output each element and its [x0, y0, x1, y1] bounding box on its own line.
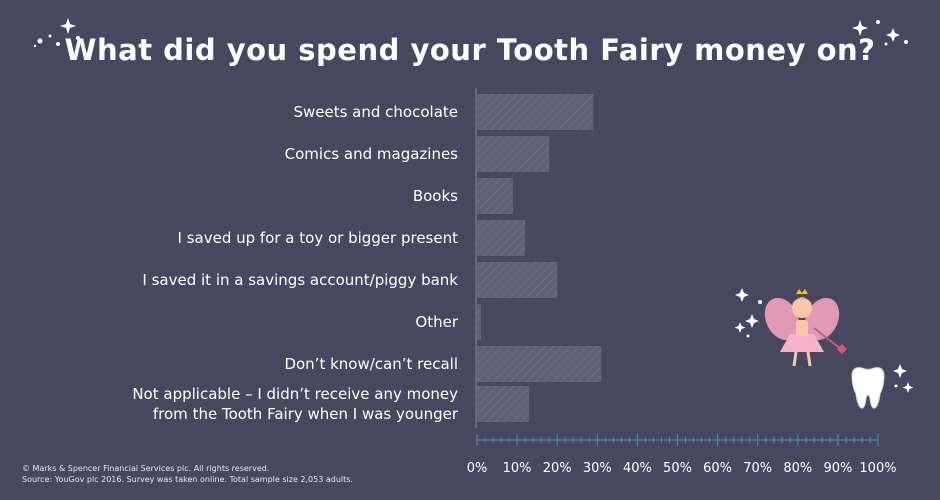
x-tick-label: 60% [703, 461, 732, 476]
category-label: Books [413, 187, 458, 205]
x-tick-label: 10% [503, 461, 532, 476]
bar [477, 262, 558, 298]
source-line: Source: YouGov plc 2016. Survey was take… [22, 475, 353, 484]
bar [477, 346, 602, 382]
x-tick-label: 20% [543, 461, 572, 476]
x-tick-label: 50% [663, 461, 692, 476]
x-tick-label: 30% [583, 461, 612, 476]
x-tick-label: 40% [623, 461, 652, 476]
sparkles-left-icon [33, 18, 80, 48]
sparkles-right-icon [852, 20, 908, 46]
x-tick-label: 100% [859, 461, 896, 476]
bar [477, 178, 514, 214]
category-label: I saved up for a toy or bigger present [178, 229, 459, 247]
copyright-line: © Marks & Spencer Financial Services plc… [22, 464, 270, 473]
x-tick-label: 90% [823, 461, 852, 476]
category-label: Other [415, 313, 458, 331]
category-label: Don’t know/can’t recall [284, 355, 458, 373]
bar [477, 386, 530, 422]
tooth-fairy-illustration [734, 288, 847, 367]
x-tick-label: 70% [743, 461, 772, 476]
tooth-icon [851, 364, 914, 409]
bar [477, 94, 594, 130]
category-label: Comics and magazines [285, 145, 459, 163]
chart-title: What did you spend your Tooth Fairy mone… [64, 33, 876, 67]
category-label: I saved it in a savings account/piggy ba… [142, 271, 458, 289]
x-tick-label: 0% [467, 461, 488, 476]
bar [477, 136, 550, 172]
category-label: from the Tooth Fairy when I was younger [153, 405, 459, 423]
bar [477, 304, 482, 340]
x-tick-label: 80% [783, 461, 812, 476]
credit-footnote: © Marks & Spencer Financial Services plc… [22, 463, 353, 485]
category-label: Sweets and chocolate [293, 103, 458, 121]
bar [477, 220, 526, 256]
category-label: Not applicable – I didn’t receive any mo… [132, 385, 458, 403]
